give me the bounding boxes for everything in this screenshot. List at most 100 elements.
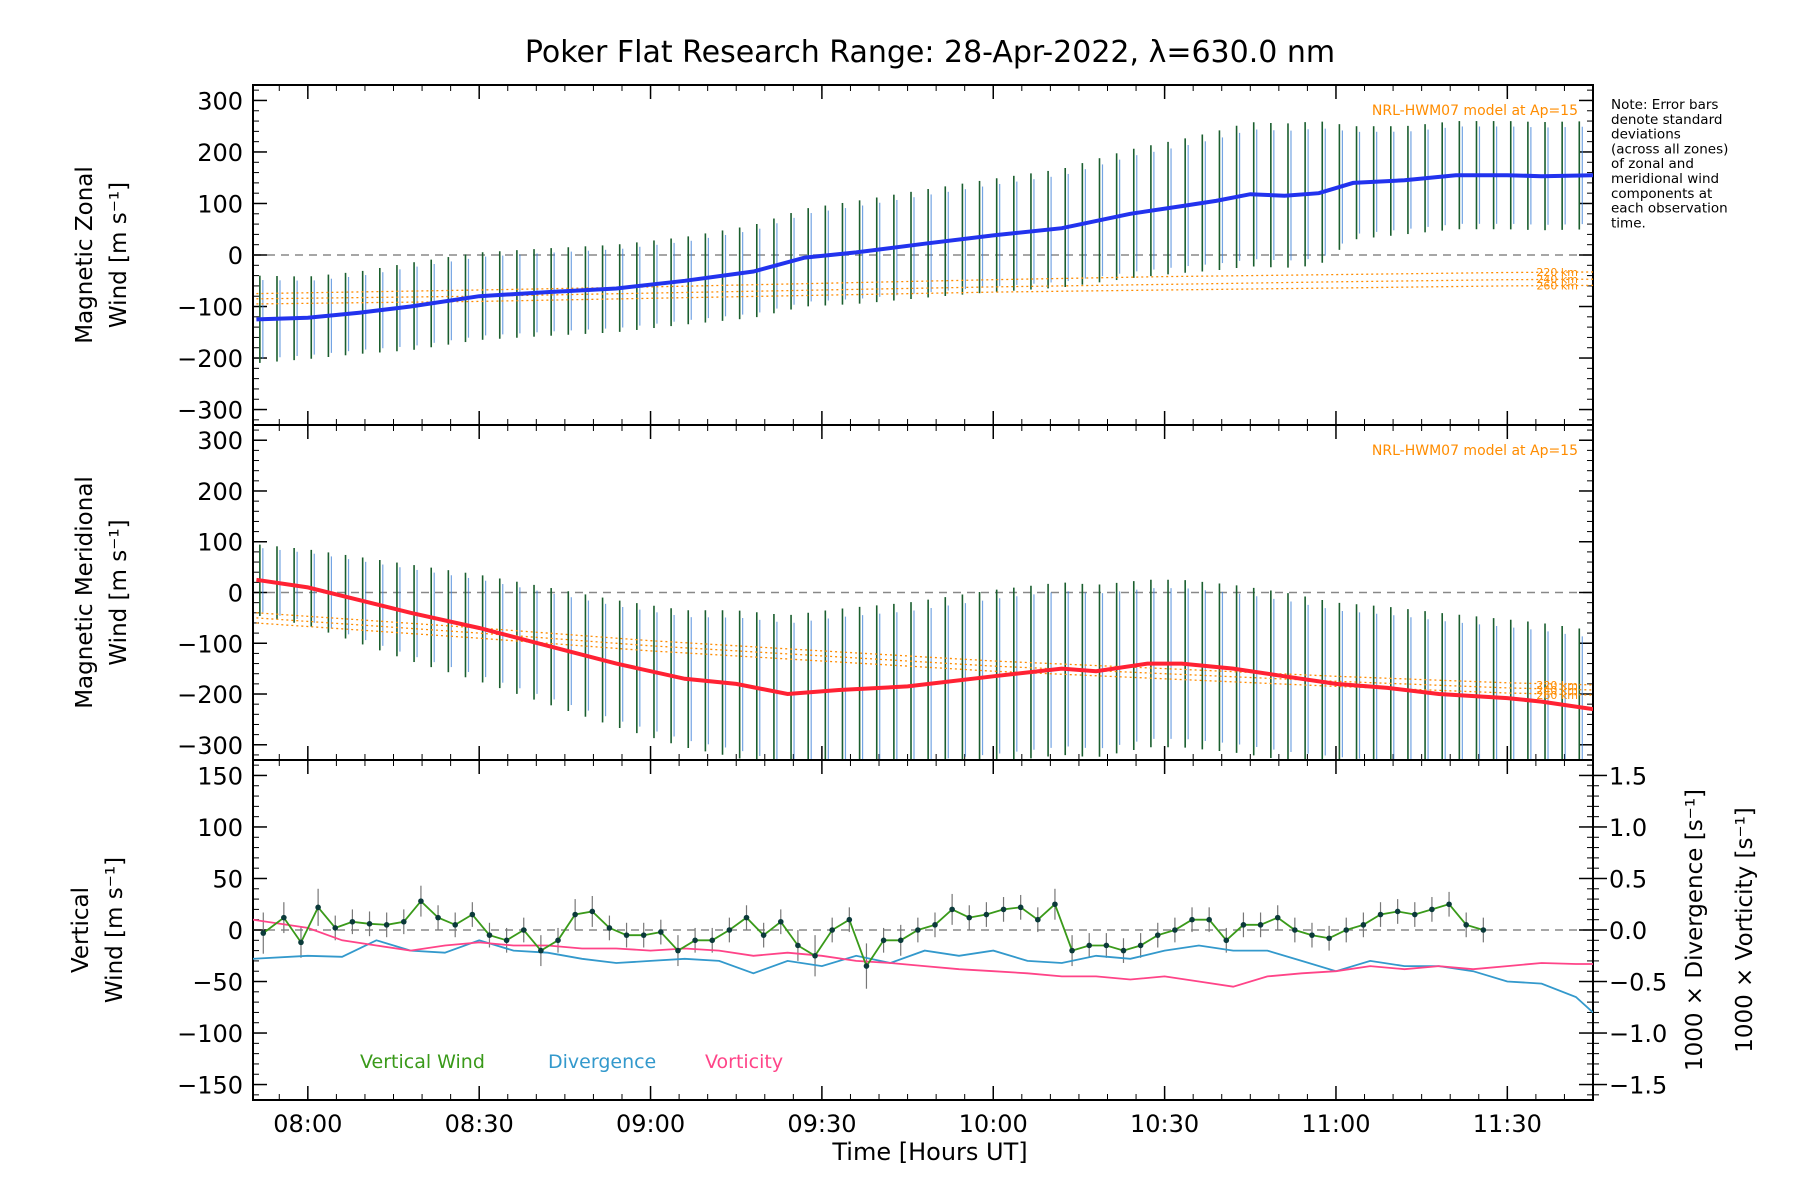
vertical-wind-point bbox=[1532, 0, 1538, 3]
y-axis-label-line2: Wind [m s⁻¹] bbox=[106, 182, 132, 328]
y-tick-label: 100 bbox=[197, 814, 243, 842]
vertical-wind-point bbox=[1035, 916, 1041, 923]
vertical-wind-point bbox=[1189, 916, 1195, 923]
y-tick-label: −300 bbox=[177, 732, 243, 760]
vertical-wind-point bbox=[315, 904, 321, 911]
model-line-220-km bbox=[256, 271, 1593, 295]
vertical-wind-point bbox=[503, 937, 510, 944]
vertical-wind-point bbox=[966, 914, 973, 921]
vertical-wind-point bbox=[932, 922, 938, 928]
vertical-wind-point bbox=[949, 906, 955, 913]
vertical-wind-point bbox=[777, 918, 784, 925]
panel-vertical: −150 −100 −50 0 50 100 150 Vertical Wind [m s⁻¹]… bbox=[68, 0, 1758, 1101]
y-tick-label: 100 bbox=[197, 190, 243, 218]
y-tick-label: −100 bbox=[177, 294, 243, 322]
note-line: denote standard bbox=[1611, 112, 1722, 128]
vertical-wind-point bbox=[281, 914, 287, 921]
plot-area bbox=[256, 544, 1593, 760]
vertical-wind-point bbox=[418, 898, 424, 904]
vertical-wind-point bbox=[846, 916, 853, 923]
note-line: deviations bbox=[1611, 127, 1681, 143]
right-y-tick-label: −1.0 bbox=[1609, 1020, 1667, 1048]
model-line-220-km bbox=[256, 612, 1593, 686]
vertical-wind-point bbox=[658, 929, 664, 935]
y-axis-label-line1: Magnetic Meridional bbox=[72, 476, 98, 709]
vertical-wind-point bbox=[400, 918, 407, 925]
vertical-wind-point bbox=[435, 914, 441, 921]
vertical-wind-point bbox=[1223, 937, 1230, 944]
y-tick-label: 0 bbox=[228, 242, 243, 270]
vertical-wind-point bbox=[366, 921, 373, 927]
vertical-wind-point bbox=[1498, 0, 1504, 3]
vorticity-line bbox=[253, 918, 1593, 988]
vorticity-axis-label: 1000 × Vorticity [s⁻¹] bbox=[1732, 807, 1758, 1053]
model-line-240-km bbox=[256, 278, 1593, 300]
vertical-wind-point bbox=[1377, 911, 1384, 918]
y-tick-label: 300 bbox=[197, 87, 243, 115]
vertical-wind-point bbox=[1360, 922, 1367, 928]
y-tick-label: 150 bbox=[197, 762, 243, 790]
meridional-wind-line bbox=[256, 577, 1593, 712]
x-tick-label: 09:00 bbox=[616, 1110, 685, 1138]
vertical-wind-point bbox=[709, 937, 716, 944]
y-tick-label: −150 bbox=[177, 1072, 243, 1100]
vertical-wind-point bbox=[332, 925, 339, 931]
right-y-tick-label: −1.5 bbox=[1609, 1072, 1667, 1100]
plot-area bbox=[253, 0, 1593, 1014]
y-tick-label: −200 bbox=[177, 345, 243, 373]
note-line: meridional wind bbox=[1611, 171, 1719, 187]
vertical-wind-point bbox=[1000, 906, 1007, 913]
vertical-wind-point bbox=[915, 927, 921, 933]
x-tick-label: 08:00 bbox=[273, 1110, 342, 1138]
divergence-axis-label: 1000 × Divergence [s⁻¹] bbox=[1682, 789, 1708, 1071]
y-tick-label: 200 bbox=[197, 139, 243, 167]
vertical-wind-point bbox=[1463, 922, 1469, 928]
model-label: NRL-HWM07 model at Ap=15 bbox=[1372, 103, 1578, 119]
legend-vertical-wind: Vertical Wind bbox=[360, 1051, 485, 1073]
vertical-wind-point bbox=[1257, 922, 1264, 928]
zonal-wind-line bbox=[256, 173, 1593, 322]
altitude-label: 220 km bbox=[1536, 266, 1578, 279]
vertical-wind-point bbox=[606, 925, 613, 931]
altitude-label: 240 km bbox=[1536, 684, 1578, 697]
vertical-wind-point bbox=[623, 932, 630, 938]
vertical-wind-point bbox=[1120, 947, 1127, 954]
vertical-wind-point bbox=[1137, 942, 1144, 949]
vertical-wind-point bbox=[1394, 908, 1401, 915]
y-axis-label-line1: Vertical bbox=[68, 887, 94, 973]
legend-divergence: Divergence bbox=[548, 1051, 656, 1073]
vertical-wind-point bbox=[1343, 927, 1350, 933]
vertical-wind-point bbox=[1326, 935, 1332, 942]
y-axis-label-line1: Magnetic Zonal bbox=[72, 166, 98, 344]
x-tick-label: 10:00 bbox=[959, 1110, 1028, 1138]
vertical-wind-point bbox=[692, 937, 698, 944]
vertical-wind-point bbox=[812, 952, 818, 959]
y-tick-label: −300 bbox=[177, 397, 243, 425]
model-label: NRL-HWM07 model at Ap=15 bbox=[1372, 443, 1578, 459]
x-tick-label: 08:30 bbox=[445, 1110, 514, 1138]
panels: −300 −200 −100 0 100 200 300 Magnetic Zonal Wind… bbox=[68, 0, 1758, 1138]
altitude-label: 220 km bbox=[1536, 679, 1578, 692]
vertical-wind-point bbox=[897, 937, 904, 944]
vertical-wind-point bbox=[520, 927, 527, 933]
divergence-line bbox=[253, 939, 1593, 1014]
chart-title: Poker Flat Research Range: 28-Apr-2022, … bbox=[525, 35, 1335, 70]
vertical-wind-point bbox=[1017, 904, 1024, 911]
vertical-wind-point bbox=[589, 908, 596, 915]
x-tick-label: 11:00 bbox=[1301, 1110, 1370, 1138]
vertical-wind-point bbox=[1292, 927, 1298, 933]
vertical-wind-point bbox=[1206, 916, 1212, 923]
vertical-wind-point bbox=[880, 937, 887, 944]
vertical-wind-point bbox=[726, 927, 733, 933]
vertical-wind-point bbox=[555, 937, 561, 944]
vertical-wind-point bbox=[829, 927, 835, 933]
y-axis-label-line2: Wind [m s⁻¹] bbox=[106, 519, 132, 665]
vertical-wind-point bbox=[1309, 932, 1315, 938]
vertical-wind-point bbox=[260, 930, 267, 936]
vertical-wind-point bbox=[349, 918, 356, 925]
vertical-wind-point bbox=[452, 922, 458, 928]
vertical-wind-point bbox=[1480, 927, 1487, 933]
altitude-label: 240 km bbox=[1536, 273, 1578, 286]
